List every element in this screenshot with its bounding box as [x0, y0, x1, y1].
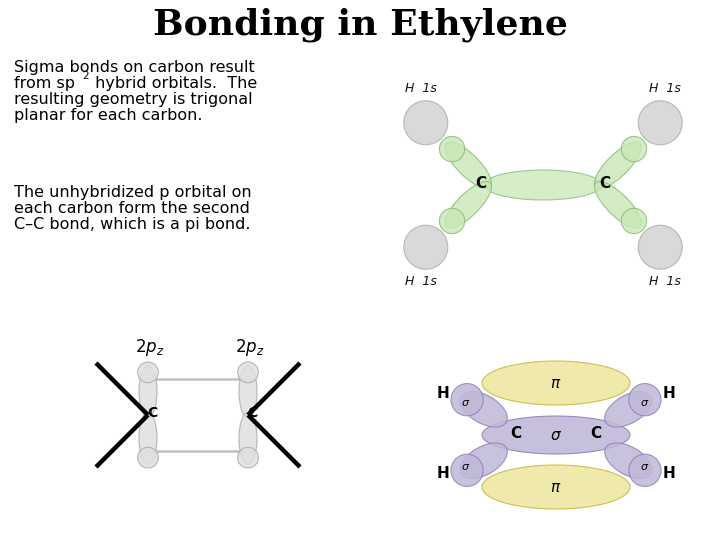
Text: $2p_z$: $2p_z$ [235, 336, 265, 357]
Text: $\sigma$: $\sigma$ [461, 462, 470, 472]
Text: $\pi$: $\pi$ [550, 480, 562, 495]
Ellipse shape [445, 181, 492, 228]
Ellipse shape [482, 361, 630, 405]
Text: C: C [510, 426, 521, 441]
Text: each carbon form the second: each carbon form the second [14, 201, 250, 216]
Text: planar for each carbon.: planar for each carbon. [14, 108, 202, 123]
Text: H: H [436, 465, 449, 481]
Ellipse shape [638, 225, 683, 269]
Text: C: C [475, 176, 487, 191]
Text: Bonding in Ethylene: Bonding in Ethylene [153, 8, 567, 43]
Ellipse shape [238, 362, 258, 383]
Ellipse shape [439, 137, 464, 161]
Text: 2: 2 [82, 71, 89, 81]
Ellipse shape [605, 392, 652, 427]
Ellipse shape [451, 454, 483, 487]
Ellipse shape [595, 181, 641, 228]
Ellipse shape [638, 101, 683, 145]
Text: H  1s: H 1s [405, 275, 437, 288]
Text: from sp: from sp [14, 76, 75, 91]
Ellipse shape [139, 366, 157, 417]
Text: H  1s: H 1s [405, 82, 437, 95]
Text: H  1s: H 1s [649, 82, 681, 95]
Text: C–C bond, which is a pi bond.: C–C bond, which is a pi bond. [14, 217, 251, 232]
Ellipse shape [482, 465, 630, 509]
Text: Sigma bonds on carbon result: Sigma bonds on carbon result [14, 60, 255, 75]
Ellipse shape [460, 443, 508, 478]
Text: $\sigma$: $\sigma$ [639, 398, 649, 408]
Text: $\sigma$: $\sigma$ [461, 398, 470, 408]
Ellipse shape [484, 170, 602, 200]
Text: H  1s: H 1s [649, 275, 681, 288]
Ellipse shape [404, 225, 448, 269]
Text: H: H [663, 465, 676, 481]
Ellipse shape [139, 413, 157, 464]
Ellipse shape [439, 208, 464, 234]
Text: $\pi$: $\pi$ [550, 375, 562, 390]
Text: C: C [247, 406, 257, 420]
Ellipse shape [482, 416, 630, 454]
Text: $\sigma$: $\sigma$ [550, 428, 562, 442]
Ellipse shape [238, 447, 258, 468]
Ellipse shape [621, 208, 647, 234]
Ellipse shape [629, 383, 661, 416]
Text: C: C [600, 176, 611, 191]
Text: C: C [590, 426, 602, 441]
Text: C: C [147, 406, 157, 420]
Text: $\sigma$: $\sigma$ [639, 462, 649, 472]
Ellipse shape [451, 383, 483, 416]
Ellipse shape [138, 362, 158, 383]
Ellipse shape [621, 137, 647, 161]
Ellipse shape [460, 392, 508, 427]
Ellipse shape [445, 142, 492, 188]
Ellipse shape [404, 101, 448, 145]
Ellipse shape [239, 366, 257, 417]
Ellipse shape [605, 443, 652, 478]
Ellipse shape [239, 413, 257, 464]
Text: The unhybridized p orbital on: The unhybridized p orbital on [14, 185, 251, 200]
Ellipse shape [595, 142, 641, 188]
Text: H: H [663, 386, 676, 401]
Text: $2p_z$: $2p_z$ [135, 336, 165, 357]
Ellipse shape [629, 454, 661, 487]
Text: hybrid orbitals.  The: hybrid orbitals. The [90, 76, 257, 91]
Text: resulting geometry is trigonal: resulting geometry is trigonal [14, 92, 253, 107]
Text: H: H [436, 386, 449, 401]
Ellipse shape [138, 447, 158, 468]
